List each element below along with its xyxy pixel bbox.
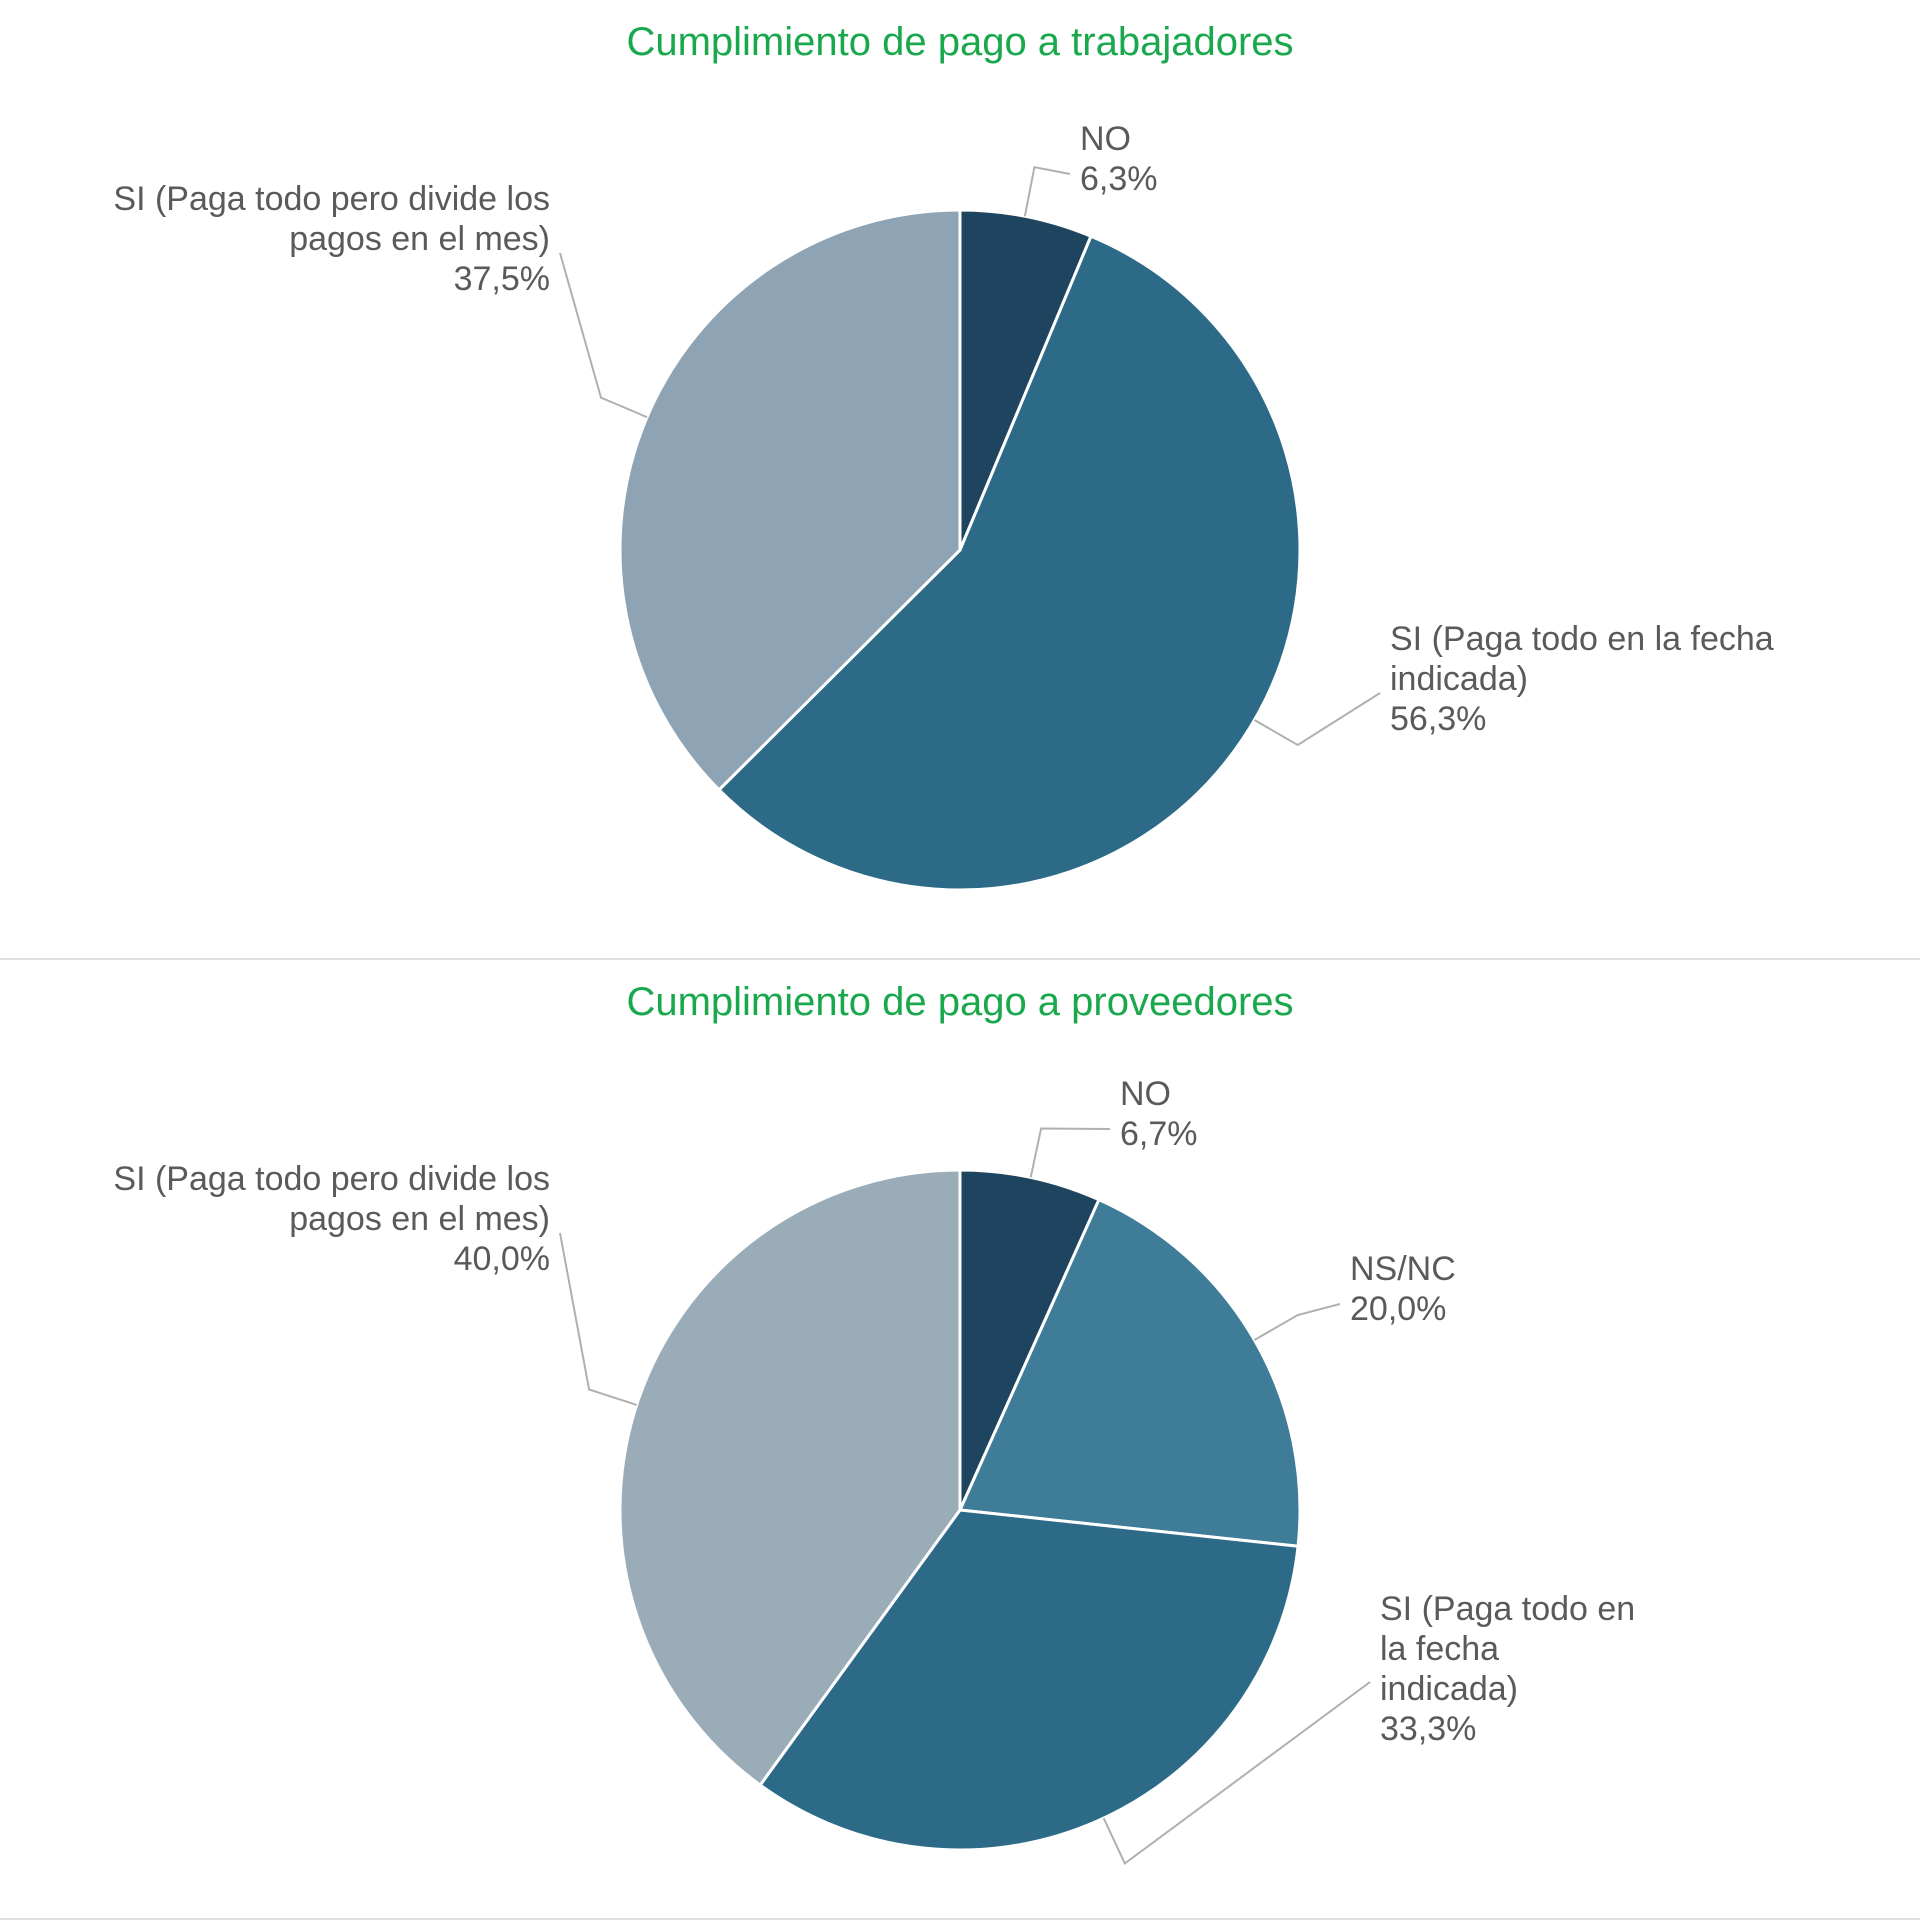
chart-proveedores-slice-no-label: NO6,7% <box>1120 1075 1198 1153</box>
chart-trabajadores-slice-no-leader <box>1025 167 1070 216</box>
pie-svg-proveedores: NO6,7% NS/NC20,0% SI (Paga todo enla fecha… <box>0 1050 1920 1920</box>
chart-proveedores-slice-si-divide-label: SI (Paga todo pero divide lospagos en el… <box>113 1160 550 1278</box>
chart-trabajadores-slice-si-divide-label: SI (Paga todo pero divide lospagos en el… <box>113 180 550 298</box>
chart-proveedores-slice-si-fecha-label: SI (Paga todo enla fechaindicada)33,3% <box>1380 1590 1635 1748</box>
chart-trabajadores-slice-no-label: NO6,3% <box>1080 120 1158 198</box>
chart-proveedores-slice-si-divide-leader <box>560 1233 637 1405</box>
panel-trabajadores: Cumplimiento de pago a trabajadores NO6,… <box>0 0 1920 960</box>
chart-trabajadores-slice-si-fecha-label: SI (Paga todo en la fechaindicada)56,3% <box>1390 620 1774 738</box>
chart-trabajadores-slice-si-fecha-leader <box>1254 693 1380 745</box>
chart-proveedores-slice-nsnc-label: NS/NC20,0% <box>1350 1250 1456 1328</box>
chart-proveedores-slice-nsnc-leader <box>1254 1304 1340 1340</box>
chart-title-trabajadores: Cumplimiento de pago a trabajadores <box>0 20 1920 65</box>
chart-proveedores-slice-no-leader <box>1031 1129 1110 1178</box>
chart-trabajadores-slice-si-divide-leader <box>560 253 647 417</box>
panel-proveedores: Cumplimiento de pago a proveedores NO6,7… <box>0 960 1920 1920</box>
pie-svg-trabajadores: NO6,3% SI (Paga todo en la fechaindicada)… <box>0 90 1920 960</box>
chart-title-proveedores: Cumplimiento de pago a proveedores <box>0 980 1920 1025</box>
